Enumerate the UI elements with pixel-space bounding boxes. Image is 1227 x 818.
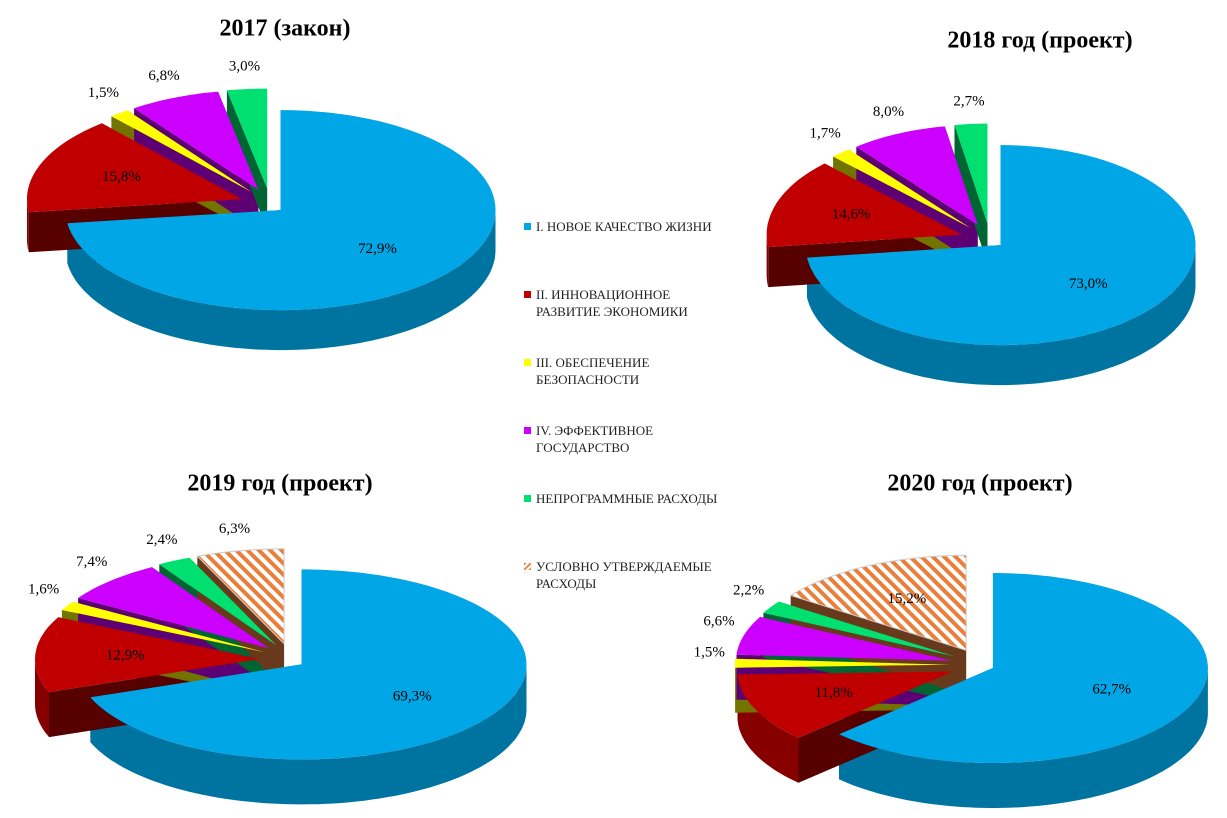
legend-item: НЕПРОГРАММНЫЕ РАСХОДЫ (524, 490, 734, 558)
slice-side (807, 245, 1196, 386)
legend-label: УСЛОВНО УТВЕРЖДАЕМЫЕ РАСХОДЫ (536, 559, 712, 591)
legend-swatch (524, 223, 531, 230)
legend-swatch (524, 359, 531, 366)
legend-label: НЕПРОГРАММНЫЕ РАСХОДЫ (536, 491, 718, 506)
slice (134, 91, 259, 190)
data-label: 2,4% (146, 532, 177, 548)
chart-title: 2017 (закон) (220, 16, 351, 42)
slice (954, 123, 988, 224)
legend: I. НОВОЕ КАЧЕСТВО ЖИЗНИ II. ИННОВАЦИОННОЕ… (524, 218, 734, 626)
data-label: 15,8% (102, 169, 141, 185)
data-label: 6,3% (219, 521, 250, 537)
legend-item: III. ОБЕСПЕЧЕНИЕ БЕЗОПАСНОСТИ (524, 354, 734, 422)
slice-side (90, 664, 527, 805)
slice-side (67, 210, 496, 351)
slice (67, 110, 496, 311)
slice (766, 163, 962, 248)
data-label: 3,0% (229, 59, 260, 75)
legend-label: II. ИННОВАЦИОННОЕ РАЗВИТИЕ ЭКОНОМИКИ (536, 287, 688, 319)
chart-title: 2018 год (проект) (947, 28, 1132, 54)
legend-swatch (524, 563, 531, 570)
data-label: 72,9% (358, 241, 397, 257)
data-label: 2,2% (733, 583, 764, 599)
slice (856, 126, 978, 225)
slice (763, 601, 955, 657)
legend-item: УСЛОВНО УТВЕРЖДАЕМЫЕ РАСХОДЫ (524, 558, 734, 626)
chart-title: 2020 год (проект) (887, 471, 1072, 497)
slice-side (35, 659, 49, 738)
legend-label: IV. ЭФФЕКТИВНОЕ ГОСУДАРСТВО (536, 423, 654, 455)
chart-title: 2019 год (проект) (187, 471, 372, 497)
data-label: 1,7% (810, 125, 841, 141)
data-label: 11,8% (815, 685, 853, 701)
slice (789, 554, 967, 651)
slice (78, 567, 269, 649)
data-label: 1,6% (28, 582, 59, 598)
data-label: 15,2% (888, 591, 927, 607)
slice-side (766, 234, 769, 288)
slice (833, 149, 971, 228)
data-label: 7,4% (76, 554, 107, 570)
slice (90, 569, 527, 760)
legend-label: III. ОБЕСПЕЧЕНИЕ БЕЗОПАСНОСТИ (536, 355, 650, 387)
legend-label: I. НОВОЕ КАЧЕСТВО ЖИЗНИ (536, 219, 712, 234)
data-label: 8,0% (873, 104, 904, 120)
slice (196, 548, 285, 646)
slice (111, 110, 252, 192)
legend-swatch (524, 427, 531, 434)
slice (159, 557, 277, 646)
data-label: 12,9% (106, 648, 145, 664)
slice (807, 145, 1196, 346)
data-label: 6,8% (148, 68, 179, 84)
legend-item: IV. ЭФФЕКТИВНОЕ ГОСУДАРСТВО (524, 422, 734, 490)
data-label: 1,5% (694, 645, 725, 661)
slice-side (27, 199, 29, 253)
legend-swatch (524, 495, 531, 502)
slice (737, 671, 953, 738)
data-label: 2,7% (953, 93, 984, 109)
slice-wall (954, 125, 988, 264)
data-label: 62,7% (1092, 682, 1131, 698)
slice (35, 617, 260, 693)
slice (27, 123, 242, 213)
data-label: 14,6% (832, 206, 871, 222)
slice (839, 573, 1208, 763)
data-label: 69,3% (393, 688, 432, 704)
data-label: 6,6% (703, 614, 734, 630)
legend-item: II. ИННОВАЦИОННОЕ РАЗВИТИЕ ЭКОНОМИКИ (524, 286, 734, 354)
data-label: 1,5% (88, 85, 119, 101)
legend-item: I. НОВОЕ КАЧЕСТВО ЖИЗНИ (524, 218, 734, 286)
slice (61, 601, 264, 652)
data-label: 73,0% (1069, 276, 1108, 292)
slice (226, 88, 268, 189)
legend-swatch (524, 291, 531, 298)
slice (735, 658, 950, 668)
slice-side (839, 668, 1208, 808)
slice-side (737, 674, 799, 783)
slice (736, 616, 952, 661)
slice-wall (226, 90, 268, 229)
